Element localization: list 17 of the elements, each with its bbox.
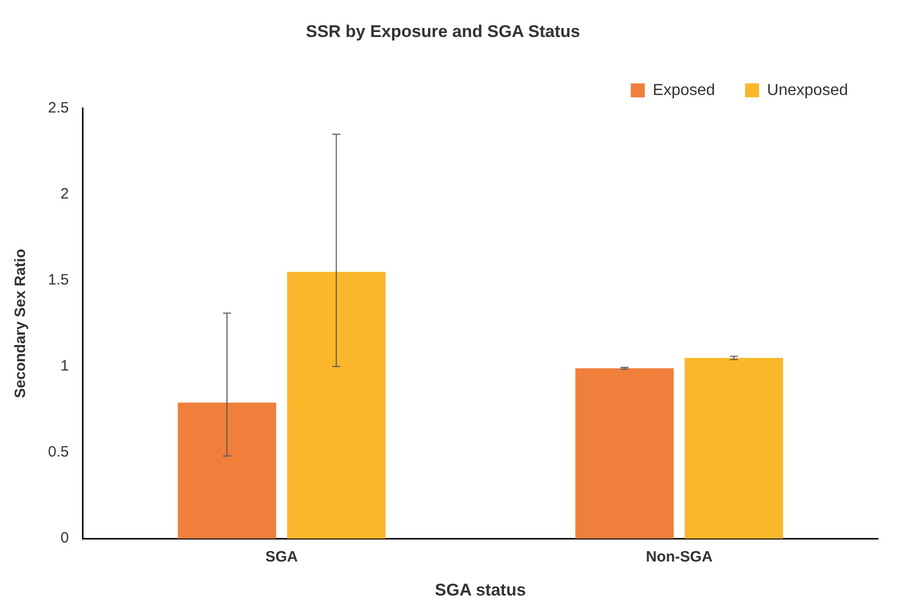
y-tick-label: 2 bbox=[60, 186, 69, 203]
y-tick-label: 1 bbox=[60, 358, 69, 375]
y-tick-label: 0 bbox=[60, 530, 69, 547]
bar bbox=[178, 402, 276, 539]
bar bbox=[684, 358, 784, 539]
y-tick-label: 1.5 bbox=[48, 272, 69, 289]
bar bbox=[287, 272, 386, 539]
legend-label: Unexposed bbox=[767, 82, 848, 99]
bar bbox=[575, 368, 674, 539]
y-axis-title: Secondary Sex Ratio bbox=[12, 248, 30, 398]
legend-label: Exposed bbox=[652, 82, 716, 99]
chart-title: SSR by Exposure and SGA Status bbox=[306, 22, 580, 41]
x-axis-title: SGA status bbox=[434, 580, 526, 600]
x-tick-label: SGA bbox=[265, 548, 298, 566]
y-tick-label: 0.5 bbox=[48, 444, 69, 461]
x-tick-label: Non-SGA bbox=[646, 548, 713, 566]
y-tick-label: 2.5 bbox=[48, 100, 69, 117]
